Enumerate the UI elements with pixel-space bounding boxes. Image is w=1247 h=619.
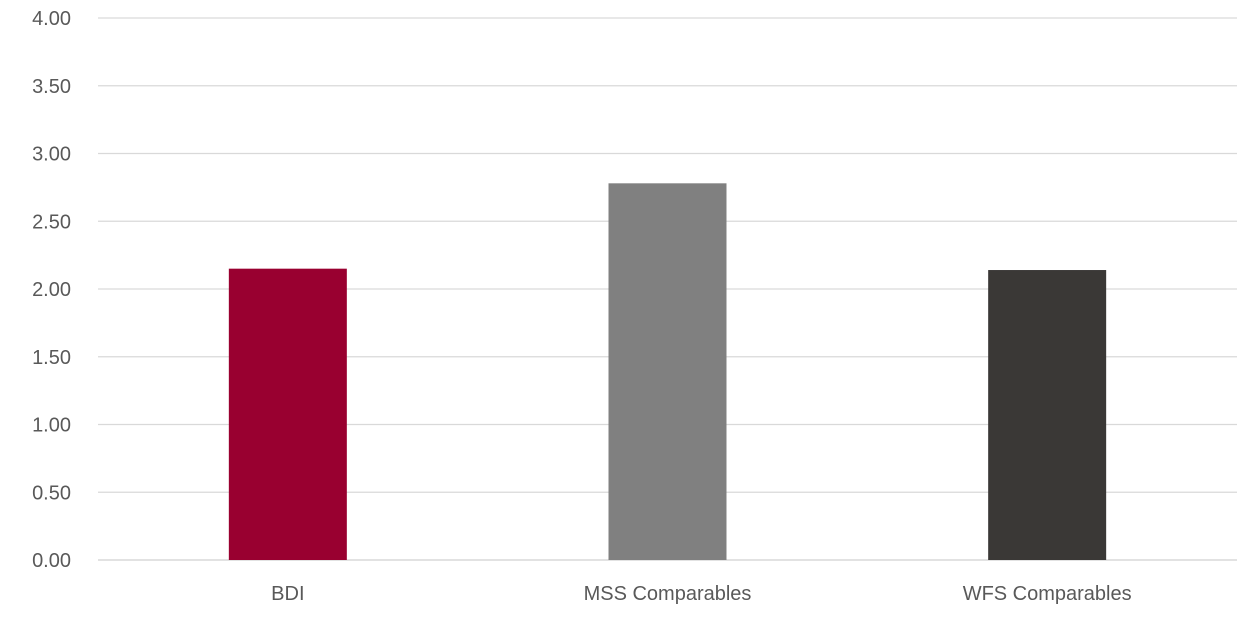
- y-tick-label: 1.00: [32, 415, 71, 437]
- bars: [228, 183, 1107, 560]
- y-tick-label: 3.00: [32, 144, 71, 166]
- bar-bdi: [228, 268, 347, 560]
- bar-mss-comparables: [608, 183, 727, 560]
- y-tick-label: 3.50: [32, 76, 71, 98]
- y-tick-label: 0.50: [32, 482, 71, 504]
- y-tick-label: 0.00: [32, 550, 71, 572]
- y-tick-label: 1.50: [32, 347, 71, 369]
- y-tick-label: 2.00: [32, 279, 71, 301]
- y-tick-label: 2.50: [32, 211, 71, 233]
- x-category-label: MSS Comparables: [584, 583, 752, 605]
- bar-wfs-comparables: [988, 270, 1107, 560]
- x-axis-category-labels: BDI MSS Comparables WFS Comparables: [271, 583, 1131, 605]
- x-category-label: WFS Comparables: [963, 583, 1132, 605]
- x-category-label: BDI: [271, 583, 304, 605]
- y-axis-tick-labels: 0.00 0.50 1.00 1.50 2.00 2.50 3.00 3.50 4.00: [32, 8, 71, 572]
- y-tick-label: 4.00: [32, 8, 71, 30]
